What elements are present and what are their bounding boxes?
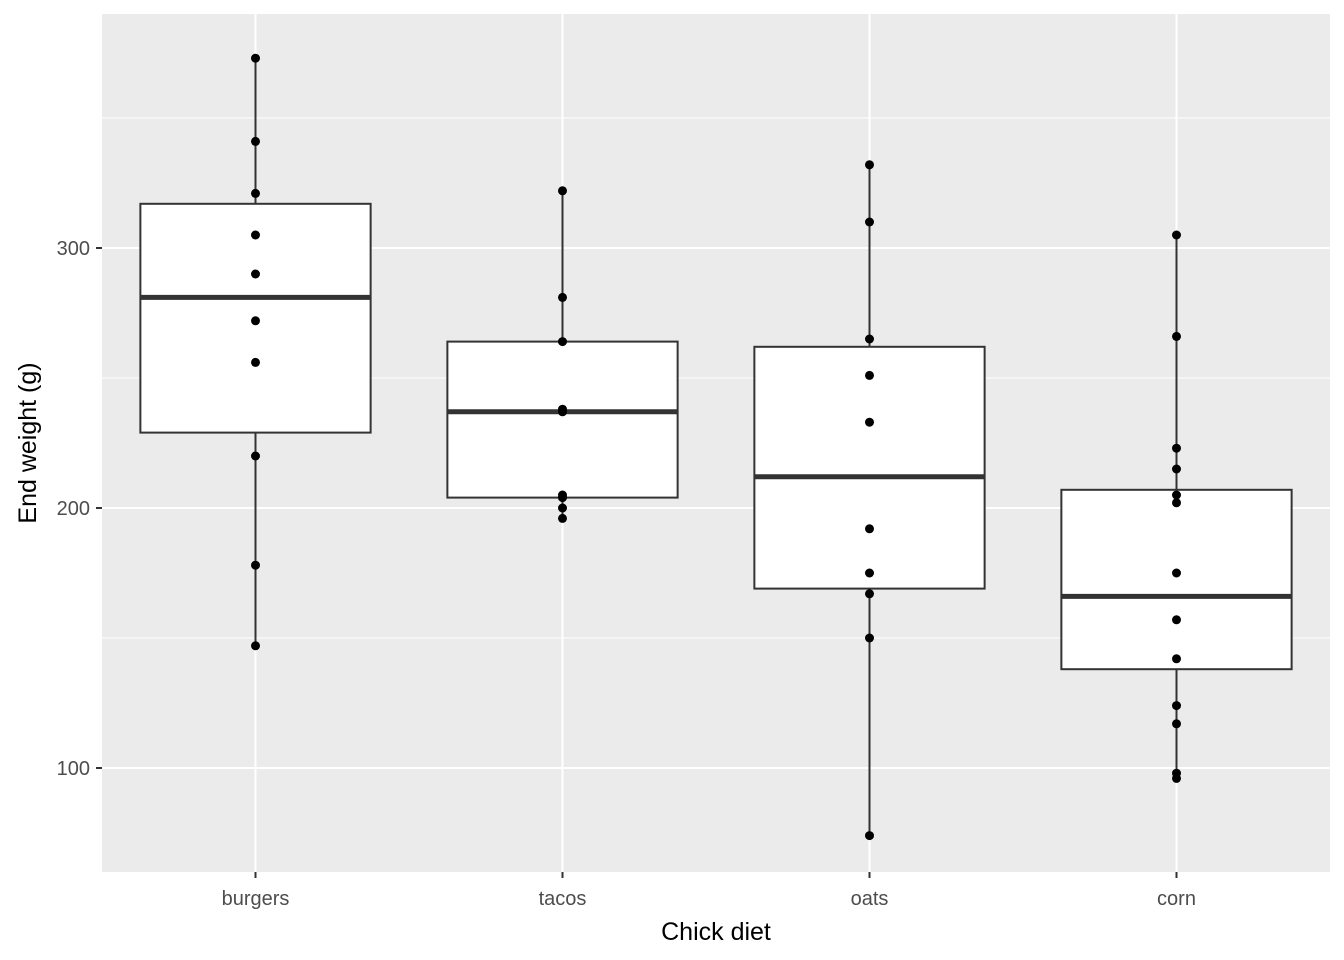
- data-point-oats: [865, 831, 874, 841]
- data-point-oats: [865, 217, 874, 227]
- data-point-burgers: [251, 451, 260, 461]
- data-point-corn: [1172, 701, 1181, 711]
- data-point-corn: [1172, 230, 1181, 240]
- boxplot-tacos: [446, 190, 679, 519]
- data-point-corn: [1172, 464, 1181, 474]
- data-point-oats: [865, 589, 874, 599]
- y-tick-label: 100: [57, 758, 90, 780]
- y-axis-ticks: 100 200 300: [57, 238, 102, 780]
- data-point-burgers: [251, 136, 260, 146]
- boxplot-oats: [753, 164, 986, 836]
- data-point-burgers: [251, 53, 260, 63]
- x-tick-label: corn: [1157, 888, 1196, 910]
- data-point-tacos: [558, 493, 567, 503]
- data-point-corn: [1172, 490, 1181, 500]
- data-point-tacos: [558, 186, 567, 196]
- box-iqr: [753, 345, 986, 590]
- data-point-burgers: [251, 188, 260, 198]
- data-point-tacos: [558, 292, 567, 302]
- data-point-burgers: [251, 560, 260, 570]
- data-point-burgers: [251, 230, 260, 240]
- data-point-burgers: [251, 357, 260, 367]
- data-point-oats: [865, 160, 874, 170]
- data-point-oats: [865, 568, 874, 578]
- y-axis-title: End weight (g): [14, 362, 42, 523]
- data-point-oats: [865, 524, 874, 534]
- data-point-tacos: [558, 407, 567, 417]
- data-point-burgers: [251, 316, 260, 326]
- y-tick-label: 200: [57, 498, 90, 520]
- data-point-corn: [1172, 719, 1181, 729]
- data-point-corn: [1172, 568, 1181, 578]
- data-point-corn: [1172, 615, 1181, 625]
- x-tick-label: tacos: [539, 888, 587, 910]
- x-axis-title: Chick diet: [661, 918, 771, 946]
- data-point-tacos: [558, 503, 567, 513]
- x-tick-label: oats: [851, 888, 889, 910]
- data-point-oats: [865, 417, 874, 427]
- boxplot-corn: [1060, 235, 1293, 779]
- plot-panel: [102, 14, 1330, 872]
- data-point-burgers: [251, 269, 260, 279]
- y-tick-label: 300: [57, 238, 90, 260]
- data-point-oats: [865, 334, 874, 344]
- data-point-oats: [865, 633, 874, 643]
- x-axis-ticks: burgers tacos oats corn: [222, 872, 1196, 910]
- data-point-tacos: [558, 337, 567, 347]
- data-point-corn: [1172, 654, 1181, 664]
- data-point-oats: [865, 370, 874, 380]
- data-point-corn: [1172, 498, 1181, 508]
- data-point-corn: [1172, 331, 1181, 341]
- data-point-burgers: [251, 641, 260, 651]
- data-points: [251, 53, 1181, 841]
- data-point-tacos: [558, 513, 567, 523]
- box-iqr: [1060, 488, 1293, 671]
- box-iqr: [446, 340, 679, 499]
- data-point-corn: [1172, 773, 1181, 783]
- x-tick-label: burgers: [222, 888, 290, 910]
- data-point-corn: [1172, 443, 1181, 453]
